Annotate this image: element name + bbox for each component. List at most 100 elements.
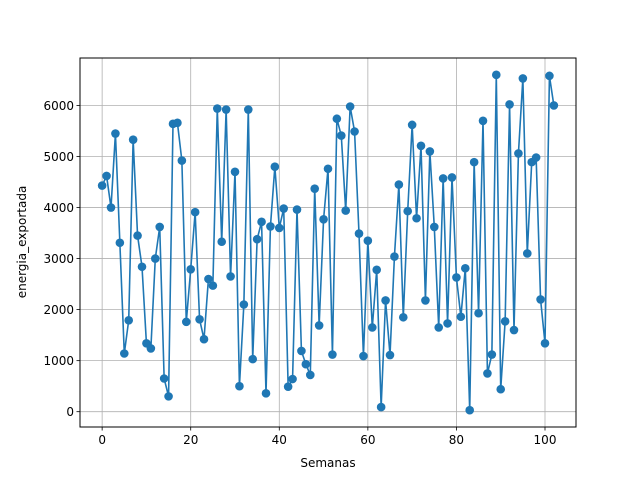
data-point bbox=[469, 157, 479, 167]
data-point bbox=[217, 237, 227, 247]
data-point bbox=[540, 339, 550, 348]
y-axis: 0 1000 2000 3000 4000 5000 6000 bbox=[43, 99, 80, 419]
data-point bbox=[208, 281, 218, 290]
data-point bbox=[279, 204, 289, 213]
y-axis-label: energia_exportada bbox=[15, 186, 29, 299]
data-point bbox=[323, 164, 333, 174]
data-point bbox=[155, 222, 165, 232]
data-point bbox=[226, 272, 235, 281]
x-tick-label: 0 bbox=[98, 433, 106, 447]
x-axis-label: Semanas bbox=[300, 456, 355, 470]
data-point bbox=[518, 74, 528, 83]
data-point bbox=[102, 171, 111, 181]
data-point bbox=[505, 100, 514, 109]
data-point bbox=[407, 120, 417, 130]
data-point bbox=[487, 350, 497, 359]
data-point bbox=[181, 317, 191, 327]
data-point bbox=[385, 350, 395, 360]
data-point bbox=[190, 207, 200, 217]
data-point bbox=[195, 315, 204, 324]
data-point bbox=[310, 184, 320, 193]
data-point bbox=[106, 203, 116, 212]
data-point bbox=[239, 300, 249, 309]
data-point bbox=[394, 180, 404, 189]
data-point bbox=[305, 370, 315, 380]
data-point bbox=[350, 127, 359, 136]
data-point bbox=[421, 296, 430, 305]
x-tick-label: 40 bbox=[272, 433, 287, 447]
data-point bbox=[359, 351, 368, 361]
y-tick-label: 2000 bbox=[43, 303, 74, 317]
data-points bbox=[97, 70, 559, 415]
data-point bbox=[230, 167, 240, 177]
data-point bbox=[164, 392, 173, 401]
data-point bbox=[514, 149, 523, 158]
data-point bbox=[266, 222, 275, 231]
data-point bbox=[398, 312, 408, 322]
data-point bbox=[491, 70, 501, 80]
data-point bbox=[248, 354, 258, 364]
data-point bbox=[438, 174, 448, 183]
data-point bbox=[274, 223, 284, 233]
data-point bbox=[412, 213, 421, 223]
data-point bbox=[509, 325, 519, 335]
data-point bbox=[204, 274, 213, 284]
data-point bbox=[372, 265, 382, 275]
data-point bbox=[425, 147, 435, 156]
data-point bbox=[173, 118, 182, 128]
y-tick-label: 1000 bbox=[43, 354, 74, 368]
data-point bbox=[381, 296, 390, 305]
data-point bbox=[283, 382, 293, 391]
data-point bbox=[212, 104, 222, 113]
y-tick-label: 4000 bbox=[43, 201, 74, 215]
data-point bbox=[97, 181, 107, 190]
data-point bbox=[137, 262, 147, 272]
data-point bbox=[341, 206, 351, 215]
data-point bbox=[496, 384, 506, 394]
data-point bbox=[146, 344, 156, 353]
data-point bbox=[243, 105, 253, 114]
data-point bbox=[531, 153, 541, 162]
data-point bbox=[133, 231, 142, 240]
data-point bbox=[447, 173, 457, 182]
data-point bbox=[270, 162, 280, 172]
data-point bbox=[159, 374, 169, 383]
data-point bbox=[186, 264, 196, 274]
data-point bbox=[336, 131, 346, 140]
data-point bbox=[403, 206, 413, 216]
data-point bbox=[115, 238, 125, 248]
y-tick-label: 0 bbox=[66, 405, 74, 419]
data-point bbox=[354, 229, 364, 238]
data-point bbox=[332, 114, 342, 124]
data-point bbox=[434, 323, 444, 332]
x-tick-label: 20 bbox=[183, 433, 198, 447]
data-point bbox=[465, 405, 475, 415]
data-point bbox=[452, 273, 461, 282]
data-point bbox=[536, 295, 545, 304]
data-point bbox=[124, 316, 134, 325]
data-point bbox=[549, 101, 559, 110]
data-point bbox=[314, 321, 324, 330]
data-point bbox=[522, 249, 532, 258]
data-point bbox=[119, 349, 129, 358]
x-tick-label: 100 bbox=[534, 433, 557, 447]
data-point bbox=[288, 374, 297, 384]
data-point bbox=[221, 105, 231, 114]
data-point bbox=[177, 156, 187, 165]
data-point bbox=[292, 205, 302, 214]
data-point bbox=[545, 71, 554, 81]
data-point bbox=[456, 312, 466, 322]
data-point bbox=[319, 214, 328, 224]
data-point bbox=[345, 102, 355, 111]
data-point bbox=[367, 323, 377, 332]
data-point bbox=[235, 381, 244, 391]
data-point bbox=[261, 389, 271, 398]
data-point bbox=[483, 369, 492, 378]
data-point bbox=[478, 116, 488, 126]
data-point bbox=[328, 350, 337, 359]
data-point bbox=[443, 319, 452, 328]
data-point bbox=[363, 236, 373, 246]
data-point bbox=[376, 402, 386, 412]
data-point bbox=[252, 234, 262, 244]
